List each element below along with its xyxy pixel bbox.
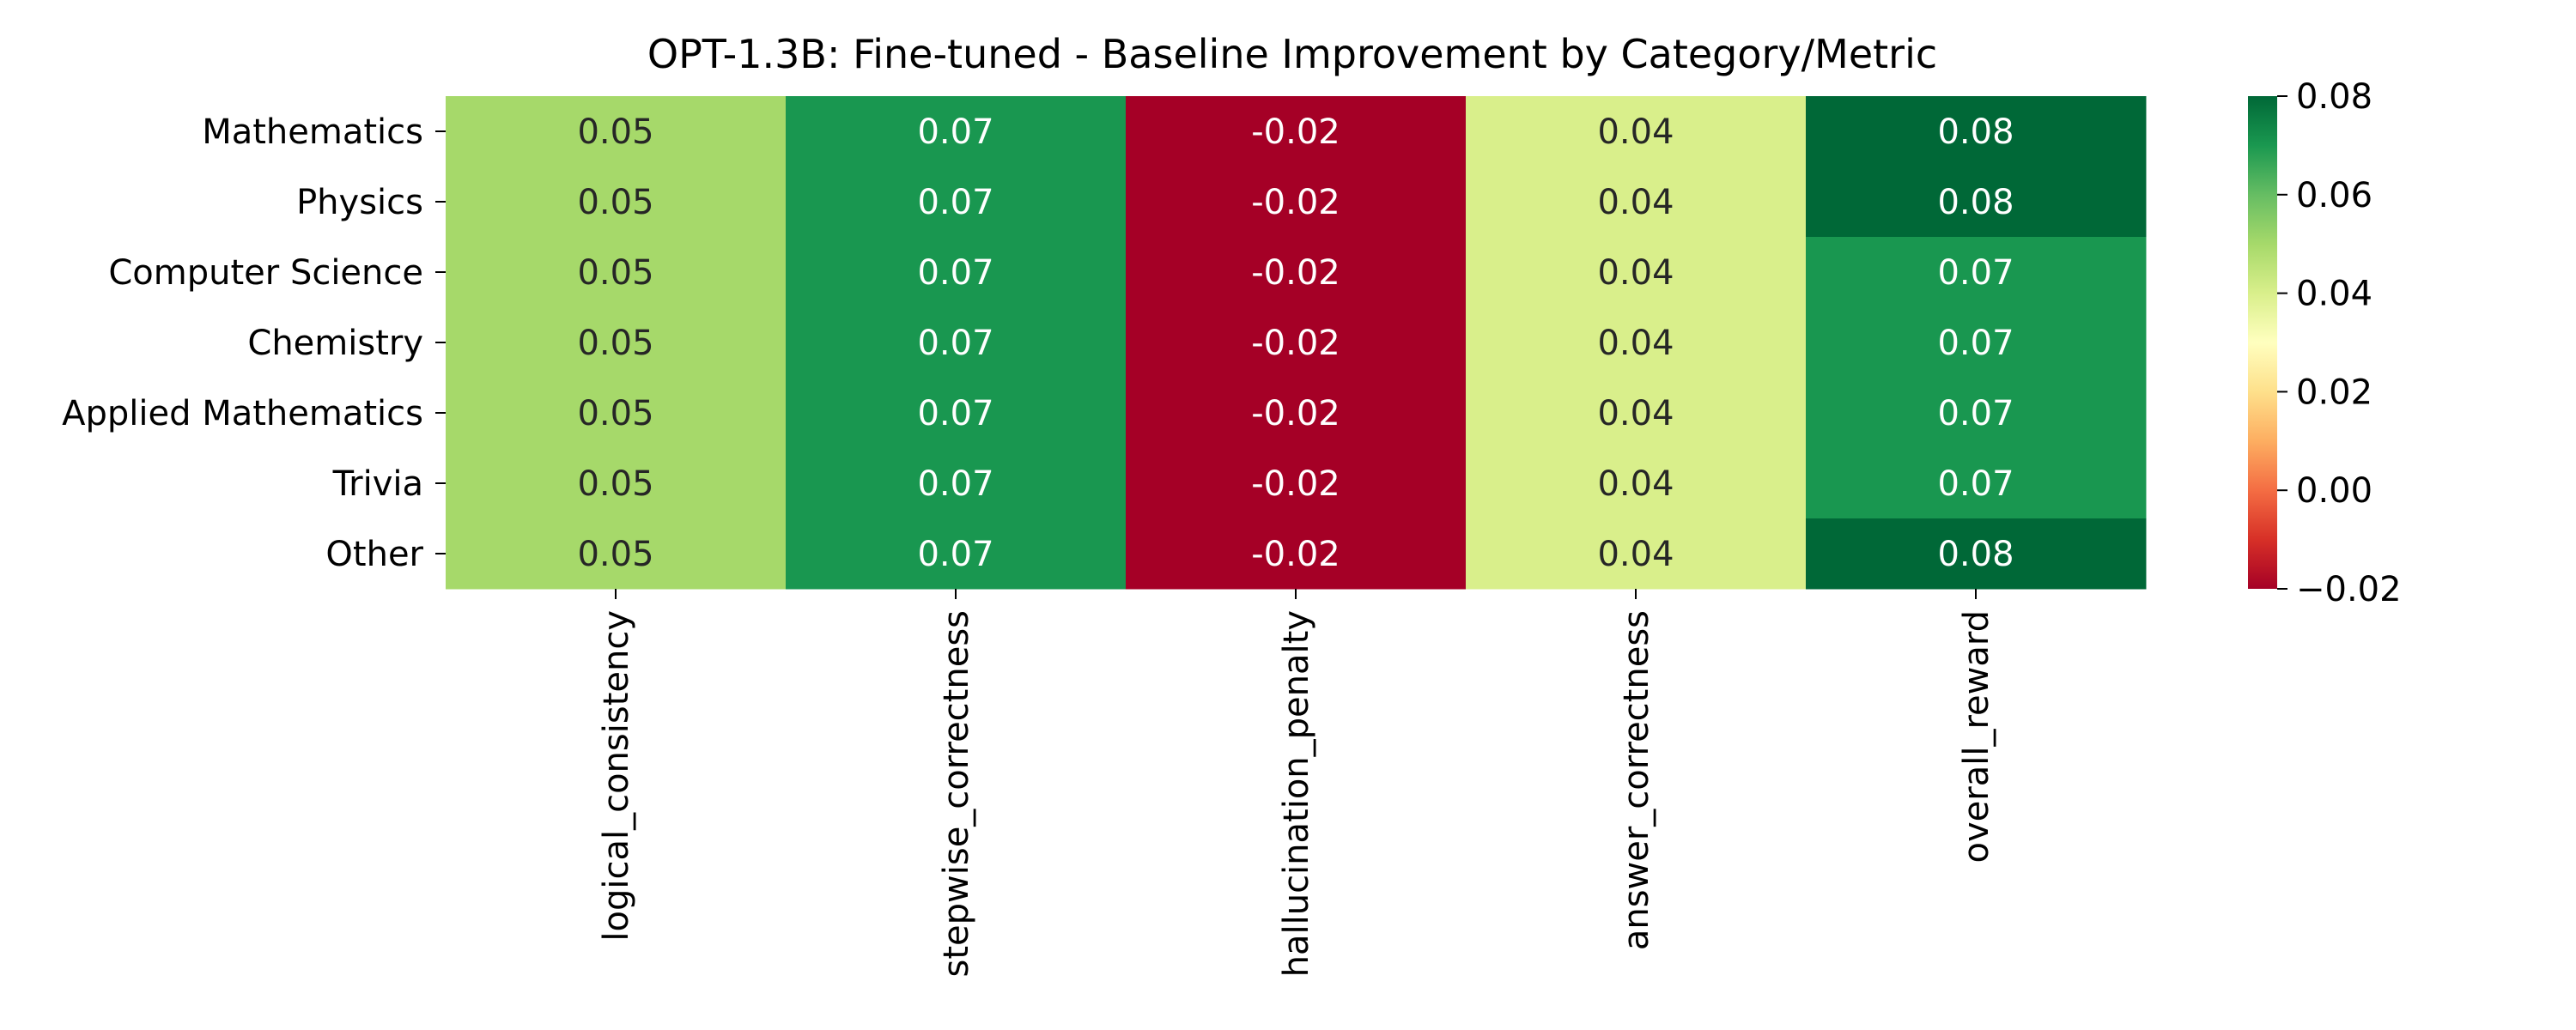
- colorbar-tick-label: 0.08: [2296, 77, 2372, 117]
- heatmap-cell: [1126, 307, 1467, 379]
- cell-value-label: 0.05: [577, 535, 653, 574]
- cell-value-label: 0.05: [577, 464, 653, 504]
- column-label: stepwise_correctness: [937, 610, 976, 978]
- heatmap-cell: [446, 237, 787, 308]
- heatmap-cell: [1466, 307, 1807, 379]
- cell-value-label: 0.07: [1937, 464, 2014, 504]
- row-label: Chemistry: [247, 324, 423, 363]
- heatmap-cell: [1466, 167, 1807, 238]
- heatmap-cell: [1806, 378, 2147, 449]
- column-label: answer_correctness: [1617, 610, 1656, 950]
- cell-value-label: 0.07: [917, 535, 993, 574]
- cell-value-label: 0.05: [577, 394, 653, 433]
- cell-value-label: 0.07: [917, 324, 993, 363]
- row-label: Mathematics: [202, 112, 423, 152]
- heatmap-cell: [1806, 237, 2147, 308]
- heatmap-cell: [1126, 96, 1467, 167]
- heatmap-cell: [786, 307, 1127, 379]
- heatmap-cell: [1466, 378, 1807, 449]
- heatmap-cell: [1126, 448, 1467, 519]
- row-label: Other: [325, 535, 423, 574]
- cell-value-label: 0.04: [1597, 183, 1674, 222]
- cell-value-label: 0.05: [577, 183, 653, 222]
- heatmap-cell: [446, 518, 787, 590]
- heatmap-cell: [1126, 237, 1467, 308]
- heatmap-cell: [1806, 96, 2147, 167]
- cell-value-label: 0.05: [577, 253, 653, 293]
- cell-value-label: 0.07: [917, 183, 993, 222]
- row-label: Trivia: [332, 464, 423, 504]
- heatmap-cell: [446, 307, 787, 379]
- heatmap-cell: [786, 167, 1127, 238]
- cell-value-label: 0.05: [577, 112, 653, 152]
- cell-value-label: 0.08: [1937, 183, 2014, 222]
- cell-value-label: 0.07: [917, 464, 993, 504]
- cell-value-label: 0.04: [1597, 253, 1674, 293]
- cell-value-label: 0.04: [1597, 324, 1674, 363]
- column-labels: logical_consistency stepwise_correctness h…: [597, 589, 1996, 978]
- cell-value-label: -0.02: [1251, 464, 1340, 504]
- heatmap-cell: [1126, 167, 1467, 238]
- colorbar: [2248, 96, 2277, 589]
- heatmap-cell: [1806, 518, 2147, 590]
- heatmap-cells: [446, 96, 2147, 590]
- cell-value-label: 0.05: [577, 324, 653, 363]
- heatmap-cell: [446, 448, 787, 519]
- colorbar-tick-label: 0.02: [2296, 373, 2372, 412]
- cell-value-label: -0.02: [1251, 253, 1340, 293]
- cell-value-label: 0.07: [1937, 394, 2014, 433]
- column-label: logical_consistency: [597, 610, 636, 942]
- row-label: Computer Science: [108, 253, 423, 293]
- heatmap-cell: [1806, 167, 2147, 238]
- heatmap-cell: [1806, 307, 2147, 379]
- heatmap-cell: [446, 96, 787, 167]
- heatmap-cell: [1466, 448, 1807, 519]
- heatmap-cell: [786, 237, 1127, 308]
- heatmap-cell: [1126, 378, 1467, 449]
- cell-value-label: 0.04: [1597, 535, 1674, 574]
- chart-title: OPT-1.3B: Fine-tuned - Baseline Improvem…: [647, 31, 1937, 77]
- heatmap-cell: [786, 518, 1127, 590]
- row-label: Applied Mathematics: [62, 394, 423, 433]
- heatmap-cell: [1466, 96, 1807, 167]
- cell-value-label: 0.07: [1937, 324, 2014, 363]
- heatmap-cell: [446, 378, 787, 449]
- cell-value-label: 0.08: [1937, 112, 2014, 152]
- colorbar-tick-label: 0.00: [2296, 471, 2372, 511]
- cell-value-label: 0.07: [917, 112, 993, 152]
- column-label: hallucination_penalty: [1277, 610, 1316, 977]
- cell-value-label: 0.07: [1937, 253, 2014, 293]
- heatmap-cell: [786, 378, 1127, 449]
- heatmap-cell: [786, 96, 1127, 167]
- cell-value-label: 0.04: [1597, 112, 1674, 152]
- heatmap-cell: [446, 167, 787, 238]
- cell-value-label: 0.04: [1597, 464, 1674, 504]
- cell-value-label: 0.04: [1597, 394, 1674, 433]
- row-labels: Mathematics Physics Computer Science Chemis…: [62, 112, 446, 574]
- heatmap-cell: [1806, 448, 2147, 519]
- cell-value-label: -0.02: [1251, 535, 1340, 574]
- heatmap-cell-labels: 0.05 0.07 -0.02 0.04 0.08 0.05 0.07 -0.02 0.04 0.…: [577, 112, 2014, 574]
- column-label: overall_reward: [1957, 610, 1996, 863]
- colorbar-tick-label: 0.04: [2296, 275, 2372, 314]
- colorbar-tick-label: −0.02: [2296, 570, 2402, 609]
- colorbar-tick-label: 0.06: [2296, 176, 2372, 215]
- cell-value-label: -0.02: [1251, 183, 1340, 222]
- cell-value-label: -0.02: [1251, 324, 1340, 363]
- heatmap-cell: [1466, 518, 1807, 590]
- colorbar-ticks: −0.02 0.00 0.02 0.04 0.06 0.08: [2277, 77, 2402, 609]
- heatmap-cell: [786, 448, 1127, 519]
- cell-value-label: -0.02: [1251, 394, 1340, 433]
- heatmap-cell: [1466, 237, 1807, 308]
- cell-value-label: 0.07: [917, 394, 993, 433]
- cell-value-label: 0.07: [917, 253, 993, 293]
- cell-value-label: -0.02: [1251, 112, 1340, 152]
- row-label: Physics: [296, 183, 423, 222]
- cell-value-label: 0.08: [1937, 535, 2014, 574]
- heatmap-cell: [1126, 518, 1467, 590]
